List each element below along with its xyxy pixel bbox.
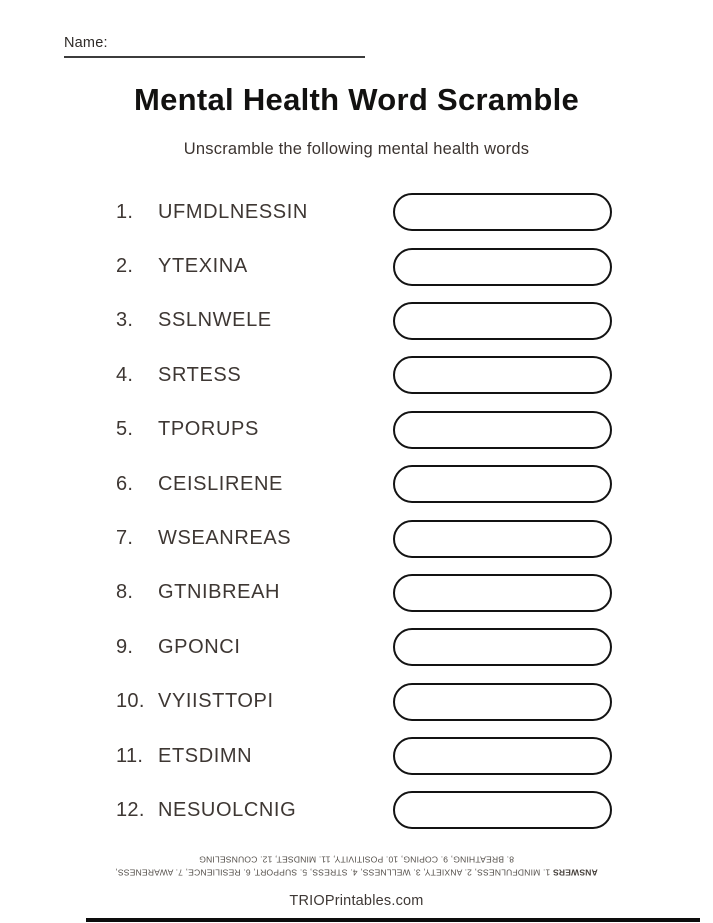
item-number: 5. (116, 418, 134, 441)
list-item: 8. GTNIBREAH (0, 566, 713, 620)
scrambled-word: ETSDIMN (158, 744, 253, 767)
scrambled-word: NESUOLCNIG (158, 798, 297, 821)
answer-box[interactable] (393, 465, 612, 504)
footer-site-name: TRIOPrintables.com (289, 893, 424, 909)
name-input[interactable] (64, 36, 365, 58)
name-label: Name: (64, 35, 108, 51)
item-number: 3. (116, 309, 134, 332)
answer-key-line2: 8. BREATHING, 9. COPING, 10. POSITIVITY,… (199, 854, 514, 865)
page-subtitle: Unscramble the following mental health w… (183, 140, 530, 158)
page-title: Mental Health Word Scramble (133, 82, 580, 117)
list-item: 1. UFMDLNESSIN (0, 185, 713, 239)
bottom-divider-bar (86, 918, 700, 922)
scrambled-word: SSLNWELE (158, 309, 272, 332)
answer-box[interactable] (393, 682, 612, 721)
list-item: 2. YTEXINA (0, 239, 713, 293)
scramble-word-list: 1. UFMDLNESSIN 2. YTEXINA 3. SSLNWELE 4.… (0, 185, 713, 838)
list-item: 7. WSEANREAS (0, 511, 713, 565)
scrambled-word: UFMDLNESSIN (158, 200, 308, 223)
scrambled-word: YTEXINA (158, 255, 248, 278)
list-item: 12. NESUOLCNIG (0, 783, 713, 837)
item-number: 2. (116, 255, 134, 278)
item-number: 9. (116, 635, 134, 658)
item-number: 10. (116, 690, 145, 713)
scrambled-word: VYIISTTOPI (158, 690, 274, 713)
scrambled-word: SRTESS (158, 363, 242, 386)
list-item: 3. SSLNWELE (0, 294, 713, 348)
scrambled-word: GTNIBREAH (158, 581, 281, 604)
name-field-block: Name: (64, 34, 365, 58)
scrambled-word: CEISLIRENE (158, 472, 283, 495)
answer-key-upside-down: ANSWERS 1. MINDFULNESS, 2. ANXIETY, 3. W… (0, 852, 713, 879)
item-number: 6. (116, 472, 134, 495)
list-item: 9. GPONCI (0, 620, 713, 674)
answer-box[interactable] (393, 247, 612, 286)
answer-box[interactable] (393, 356, 612, 395)
item-number: 11. (116, 744, 144, 767)
list-item: 6. CEISLIRENE (0, 457, 713, 511)
list-item: 5. TPORUPS (0, 403, 713, 457)
answer-box[interactable] (393, 301, 612, 340)
answer-box[interactable] (393, 791, 612, 830)
item-number: 7. (116, 527, 134, 550)
answer-box[interactable] (393, 519, 612, 558)
answer-box[interactable] (393, 193, 612, 232)
list-item: 11. ETSDIMN (0, 729, 713, 783)
answer-key-line1: ANSWERS 1. MINDFULNESS, 2. ANXIETY, 3. W… (115, 867, 598, 878)
scrambled-word: WSEANREAS (158, 527, 292, 550)
scrambled-word: GPONCI (158, 635, 241, 658)
list-item: 4. SRTESS (0, 348, 713, 402)
answer-box[interactable] (393, 573, 612, 612)
answer-box[interactable] (393, 628, 612, 667)
scrambled-word: TPORUPS (158, 418, 259, 441)
item-number: 12. (116, 798, 145, 821)
answer-box[interactable] (393, 737, 612, 776)
list-item: 10. VYIISTTOPI (0, 675, 713, 729)
answer-box[interactable] (393, 410, 612, 449)
answer-key-label: ANSWERS (552, 867, 598, 878)
item-number: 1. (116, 200, 134, 223)
item-number: 8. (116, 581, 134, 604)
item-number: 4. (116, 363, 134, 386)
